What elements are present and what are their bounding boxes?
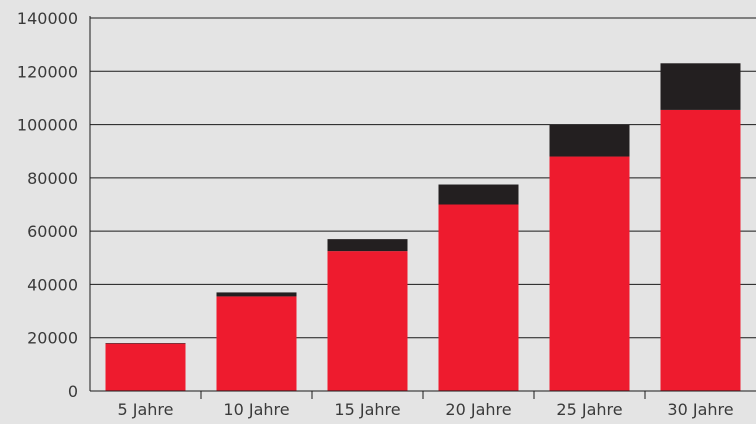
bars <box>105 63 741 392</box>
x-tick-label: 5 Jahre <box>118 400 174 419</box>
x-tick-label: 30 Jahre <box>667 400 733 419</box>
bar-segment-red <box>105 343 186 391</box>
x-tick-label: 10 Jahre <box>223 400 289 419</box>
bar-segment-black <box>327 239 408 252</box>
bar-segment-black <box>105 343 186 344</box>
y-tick-label: 140000 <box>17 9 78 28</box>
y-tick-label: 120000 <box>17 62 78 81</box>
y-tick-label: 100000 <box>17 116 78 135</box>
bar-segment-black <box>216 292 297 297</box>
bar-segment-black <box>660 63 741 110</box>
bar-segment-red <box>549 156 630 391</box>
bar-segment-red <box>438 204 519 391</box>
bar-segment-red <box>660 109 741 392</box>
y-tick-label: 20000 <box>27 329 78 348</box>
bar-segment-black <box>549 124 630 157</box>
y-tick-label: 80000 <box>27 169 78 188</box>
x-tick-label: 25 Jahre <box>556 400 622 419</box>
tick-labels: 0 20000 40000 60000 80000 100000 120000 140000 5… <box>17 9 734 419</box>
bar-segment-black <box>438 184 519 205</box>
bar-segment-red <box>327 251 408 391</box>
y-tick-label: 40000 <box>27 275 78 294</box>
x-tick-label: 15 Jahre <box>334 400 400 419</box>
bar-segment-red <box>216 296 297 391</box>
y-tick-label: 60000 <box>27 222 78 241</box>
x-tick-label: 20 Jahre <box>445 400 511 419</box>
y-tick-label: 0 <box>68 382 78 401</box>
gridlines <box>90 17 756 339</box>
axes <box>89 16 756 399</box>
